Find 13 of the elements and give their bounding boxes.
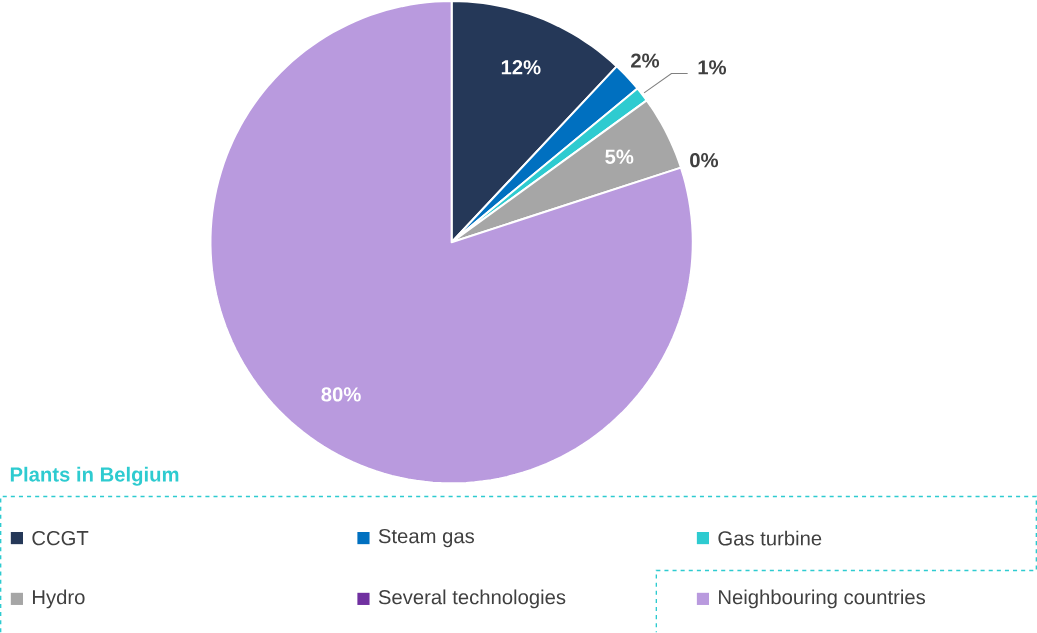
data-label: 12% <box>501 60 541 75</box>
data-label: 80% <box>321 387 361 402</box>
data-label: 5% <box>605 149 634 164</box>
legend-label: CCGT <box>32 530 89 546</box>
legend-title: Plants in Belgium <box>10 466 179 486</box>
legend-label: Gas turbine <box>718 530 822 546</box>
legend-label: Steam gas <box>378 528 475 548</box>
data-label: 1% <box>698 60 727 75</box>
data-label: 2% <box>631 53 660 68</box>
legend-label: Several technologies <box>378 589 566 609</box>
legend-label: Hydro <box>33 589 85 609</box>
text: 0% <box>690 153 719 168</box>
legend-label: Neighbouring countries <box>719 589 926 609</box>
